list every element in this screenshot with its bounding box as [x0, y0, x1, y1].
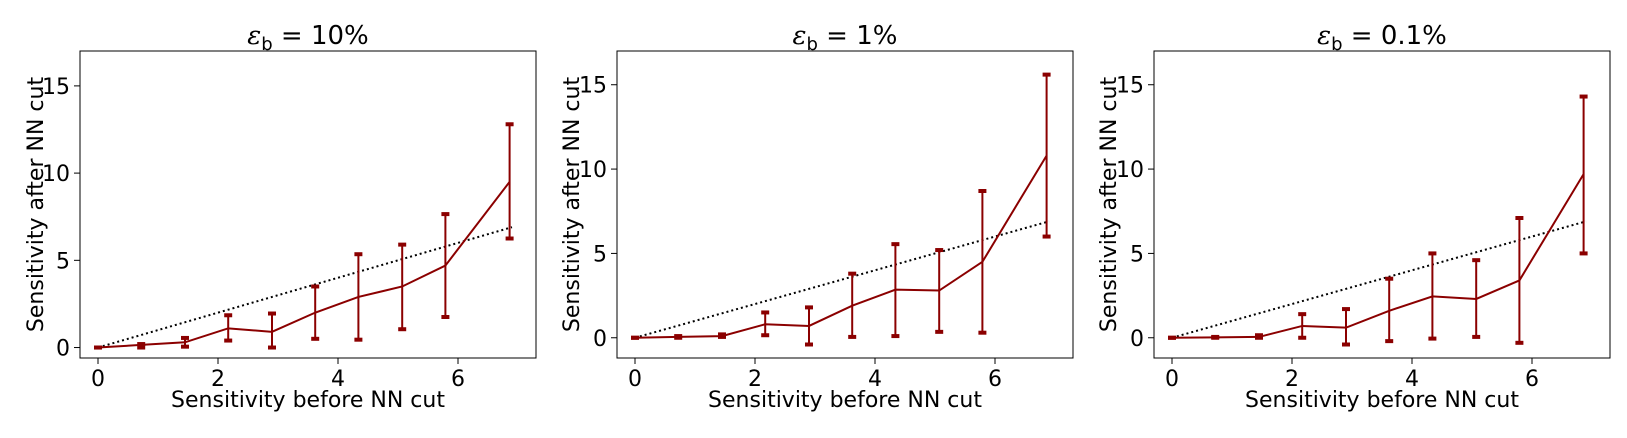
title-value: = 0.1%	[1343, 21, 1447, 51]
title-value: = 10%	[273, 21, 369, 51]
y-tick-label: 10	[1116, 158, 1144, 183]
panel-title: εb = 0.1%	[1317, 21, 1447, 55]
y-tick-label: 10	[579, 158, 607, 183]
panel-eps-1: εb = 1% Sensitivity before NN cut Sensit…	[560, 21, 1074, 413]
x-tick-label: 6	[1525, 367, 1539, 392]
x-tick-label: 4	[1405, 367, 1419, 392]
x-tick-label: 4	[331, 367, 345, 392]
x-tick-label: 2	[1285, 367, 1299, 392]
x-axis-label: Sensitivity before NN cut	[171, 388, 445, 413]
x-tick-label: 6	[451, 367, 465, 392]
y-tick-label: 15	[1116, 74, 1144, 99]
y-axis-label: Sensitivity after NN cut	[560, 77, 585, 333]
series-line	[634, 155, 1048, 339]
plot-area	[616, 50, 1074, 359]
y-tick-label: 5	[56, 249, 70, 274]
x-tick-label: 6	[988, 367, 1002, 392]
title-symbol: ε	[1317, 21, 1331, 51]
panel-title: εb = 10%	[247, 21, 369, 55]
panel-eps-0-1: εb = 0.1% Sensitivity before NN cut Sens…	[1097, 21, 1611, 413]
y-tick-label: 0	[593, 327, 607, 352]
reference-line	[97, 226, 513, 349]
y-tick-label: 10	[42, 162, 70, 187]
x-axis-label: Sensitivity before NN cut	[1245, 388, 1519, 413]
x-axis-label: Sensitivity before NN cut	[708, 388, 982, 413]
plot-area	[79, 50, 537, 359]
plot-area	[1153, 50, 1611, 359]
x-tick-label: 2	[748, 367, 762, 392]
title-symbol: ε	[793, 21, 807, 51]
x-tick-label: 0	[1165, 367, 1179, 392]
x-tick-label: 0	[91, 367, 105, 392]
x-tick-label: 4	[868, 367, 882, 392]
y-axis-label: Sensitivity after NN cut	[24, 77, 49, 333]
series-line	[97, 181, 511, 349]
y-axis-label: Sensitivity after NN cut	[1097, 77, 1122, 333]
y-tick-label: 0	[1130, 327, 1144, 352]
reference-line	[1171, 220, 1587, 339]
y-tick-label: 15	[42, 75, 70, 100]
reference-line	[634, 220, 1050, 339]
title-symbol: ε	[247, 21, 261, 51]
x-tick-label: 0	[628, 367, 642, 392]
title-subscript: b	[806, 34, 817, 55]
x-tick-label: 2	[211, 367, 225, 392]
title-subscript: b	[1331, 34, 1342, 55]
y-tick-label: 15	[579, 74, 607, 99]
title-subscript: b	[261, 34, 272, 55]
series-line	[1171, 173, 1585, 339]
y-tick-label: 5	[1130, 242, 1144, 267]
panel-title: εb = 1%	[793, 21, 898, 55]
y-tick-label: 0	[56, 337, 70, 362]
title-value: = 1%	[818, 21, 898, 51]
y-tick-label: 5	[593, 242, 607, 267]
panel-eps-10: εb = 10% Sensitivity before NN cut Sensi…	[24, 21, 537, 413]
